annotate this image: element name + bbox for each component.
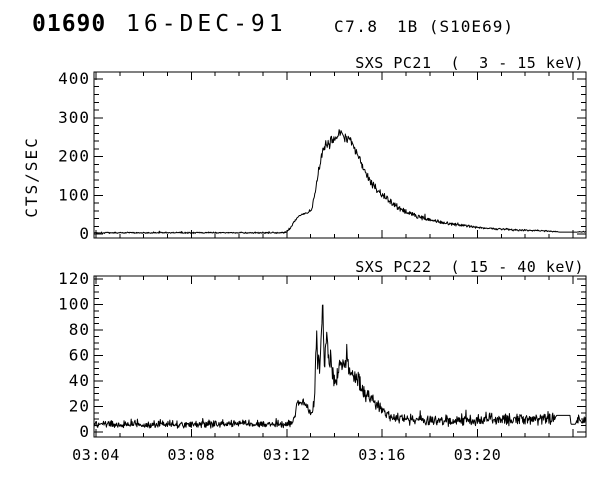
y-tick-label: 80: [69, 320, 90, 339]
y-tick-label: 100: [58, 295, 90, 314]
y-tick-label: 20: [69, 396, 90, 415]
y-axis-label: CTS/SEC: [22, 136, 41, 217]
y-tick-label: 40: [69, 371, 90, 390]
flare-date: 16-DEC-91: [126, 11, 287, 37]
y-tick-label: 200: [58, 147, 90, 166]
panel-frame: [93, 71, 587, 239]
y-tick-label: 400: [58, 69, 90, 88]
y-tick-label: 60: [69, 346, 90, 365]
flare-number: 01690: [32, 11, 107, 37]
x-tick-label: 03:08: [168, 446, 216, 464]
x-tick-label: 03:20: [454, 446, 502, 464]
y-tick-label: 120: [58, 269, 90, 288]
x-tick-label: 03:04: [72, 446, 120, 464]
goes-class: C7.8: [334, 17, 379, 36]
panel-frame: [93, 275, 587, 438]
y-tick-label: 0: [79, 422, 90, 441]
y-tick-label: 100: [58, 185, 90, 204]
y-tick-label: 300: [58, 108, 90, 127]
panel-top-title: SXS PC21 ( 3 - 15 keV): [355, 54, 584, 72]
x-tick-label: 03:12: [263, 446, 311, 464]
y-tick-label: 0: [79, 224, 90, 243]
optical-importance: 1B (S10E69): [397, 17, 514, 36]
x-tick-label: 03:16: [358, 446, 406, 464]
series-sxs-pc21: [94, 129, 586, 235]
series-sxs-pc22: [94, 304, 586, 429]
panel-bottom-title: SXS PC22 ( 15 - 40 keV): [355, 258, 584, 276]
